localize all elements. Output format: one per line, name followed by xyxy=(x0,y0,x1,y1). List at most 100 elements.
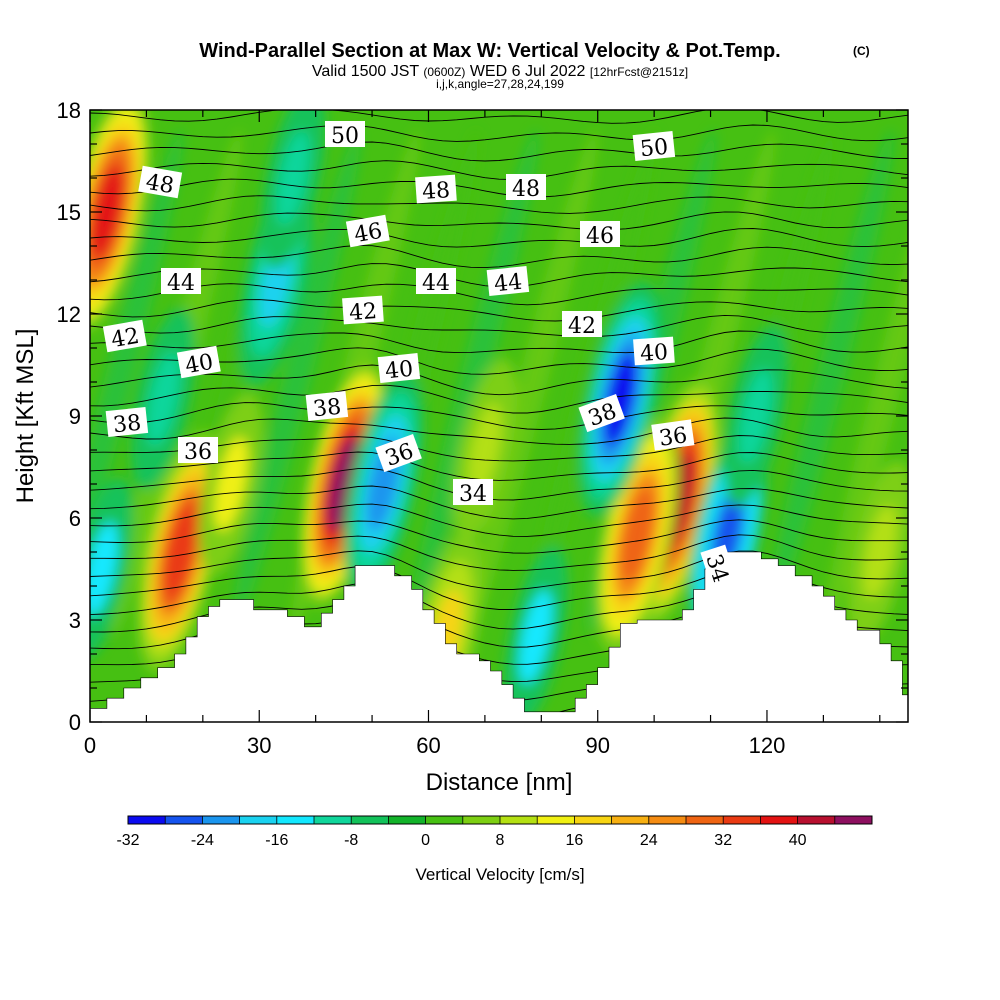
colorbar-tick-label: -16 xyxy=(265,832,288,849)
isentrope-line xyxy=(90,124,908,142)
colorbar-swatch xyxy=(648,816,687,824)
field-cell xyxy=(739,368,773,464)
isentrope-label-text: 42 xyxy=(568,314,596,339)
isentrope-line xyxy=(90,299,908,322)
y-axis: 0 3 6 9 12 15 18 xyxy=(57,98,908,735)
field-band xyxy=(468,129,598,635)
isentrope-line xyxy=(90,228,908,248)
colorbar-swatch xyxy=(723,816,761,824)
isentrope-line xyxy=(90,435,908,462)
isentrope-line xyxy=(90,402,908,430)
isentrope-line xyxy=(90,141,908,162)
field-band xyxy=(90,129,183,635)
colorbar-swatch xyxy=(834,816,873,824)
isentrope-line xyxy=(90,283,908,306)
isentrope-label-text: 48 xyxy=(512,177,540,202)
isentrope-label: 38 xyxy=(105,406,149,438)
isentrope-label-text: 40 xyxy=(183,350,215,379)
isentrope-label-text: 48 xyxy=(421,178,451,205)
isentrope-label: 48 xyxy=(506,174,546,202)
chart-subtitle-indices: i,j,k,angle=27,28,24,199 xyxy=(436,77,564,91)
x-axis: 0 30 60 90 120 xyxy=(84,110,881,758)
y-tick-label: 18 xyxy=(57,98,81,123)
isentrope-label-text: 44 xyxy=(422,271,450,296)
colorbar-tick-label: -32 xyxy=(116,832,139,849)
isentrope-label: 40 xyxy=(377,352,421,384)
colorbar-tick-label: 0 xyxy=(421,832,430,849)
field-cell xyxy=(620,487,654,583)
isentrope-label: 44 xyxy=(161,268,201,296)
field-blobs xyxy=(90,110,908,722)
field-cell xyxy=(863,504,897,600)
colorbar-swatch xyxy=(760,816,798,824)
colorbar-swatch xyxy=(797,816,836,824)
colorbar-tick-label: 24 xyxy=(640,832,658,849)
colorbar-swatch xyxy=(128,816,166,824)
isentrope-label-text: 34 xyxy=(459,482,487,507)
y-tick-label: 9 xyxy=(69,404,81,429)
colorbar-tick-label: 8 xyxy=(496,832,505,849)
isentrope-label-text: 42 xyxy=(109,324,141,353)
field-cell xyxy=(468,402,502,498)
isentrope-label-text: 46 xyxy=(352,219,384,248)
isentrope-label-text: 50 xyxy=(331,124,359,149)
isentrope-line xyxy=(90,195,908,214)
field-band xyxy=(409,129,538,635)
isentrope-line xyxy=(90,550,908,590)
field-cell xyxy=(519,589,553,685)
field-cell xyxy=(90,521,118,617)
colorbar-swatch xyxy=(314,816,352,824)
field-band xyxy=(823,129,908,635)
colorbar-tick-label: -8 xyxy=(344,832,358,849)
isentrope-label-text: 44 xyxy=(493,270,523,298)
isentrope-line xyxy=(90,519,908,554)
subtitle-valid: Valid 1500 JST xyxy=(312,63,420,80)
colorbar-tick-label: 32 xyxy=(714,832,732,849)
colorbar-label: Vertical Velocity [cm/s] xyxy=(415,865,584,884)
isentrope-line xyxy=(90,364,908,396)
isentrope-line xyxy=(90,160,908,181)
colorbar-swatch xyxy=(165,816,203,824)
isentrope-label-text: 50 xyxy=(639,135,669,163)
isentrope-line xyxy=(90,468,908,501)
x-tick-label: 30 xyxy=(247,733,271,758)
x-tick-label: 90 xyxy=(585,733,609,758)
isentrope-label-text: 46 xyxy=(586,224,614,249)
isentrope-label: 44 xyxy=(416,268,456,296)
field-band xyxy=(764,129,894,635)
field-band xyxy=(231,129,361,635)
colorbar-swatch xyxy=(611,816,650,824)
isentrope-label-text: 42 xyxy=(348,299,378,326)
y-tick-label: 6 xyxy=(69,506,81,531)
isentrope-label: 38 xyxy=(305,390,349,423)
y-axis-label: Height [Kft MSL] xyxy=(12,329,39,504)
isentrope-line xyxy=(90,330,908,354)
isentrope-label-text: 48 xyxy=(144,170,176,199)
colorbar-swatch xyxy=(574,816,612,824)
isentrope-label-text: 44 xyxy=(167,271,195,296)
isentrope-label: 44 xyxy=(486,265,530,298)
isentrope-label-text: 38 xyxy=(312,395,342,423)
colorbar-tick-label: 16 xyxy=(566,832,584,849)
y-tick-label: 15 xyxy=(57,200,81,225)
chart-title: Wind-Parallel Section at Max W: Vertical… xyxy=(199,40,780,62)
y-tick-label: 3 xyxy=(69,608,81,633)
isentrope-label-text: 40 xyxy=(639,340,669,367)
isentrope-line xyxy=(90,384,908,414)
isentrope-label: 34 xyxy=(700,544,738,591)
isentrope-line xyxy=(90,314,908,338)
colorbar-swatch xyxy=(351,816,389,824)
terrain xyxy=(90,551,908,722)
isentrope-label: 42 xyxy=(102,319,147,353)
x-tick-label: 60 xyxy=(416,733,440,758)
field-cell xyxy=(163,504,197,600)
subtitle-zulu: (0600Z) xyxy=(423,65,465,79)
colorbar-swatch xyxy=(500,816,538,824)
colorbar-swatch xyxy=(537,816,575,824)
colorbar-swatch xyxy=(686,816,724,824)
y-tick-label: 0 xyxy=(69,710,81,735)
y-tick-label: 12 xyxy=(57,302,81,327)
colorbar-tick-label: -24 xyxy=(191,832,214,849)
